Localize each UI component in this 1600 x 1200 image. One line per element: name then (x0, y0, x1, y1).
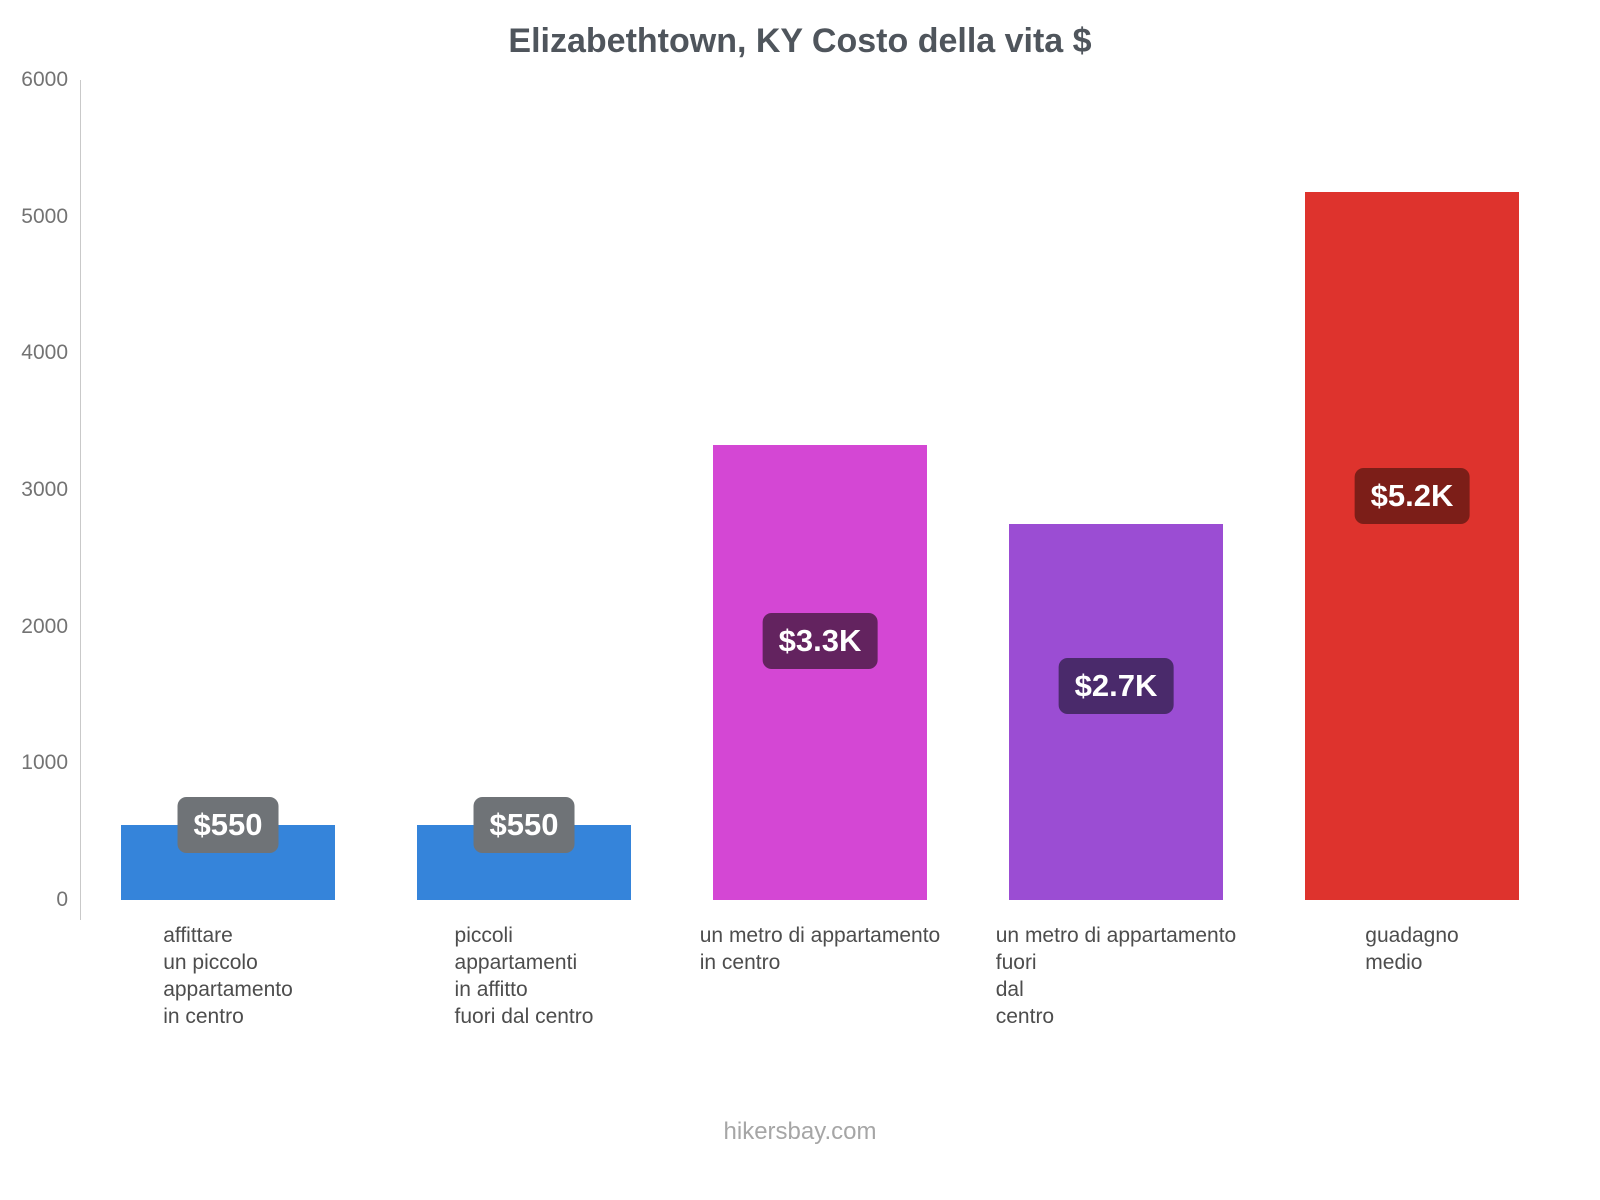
y-tick-label: 2000 (21, 614, 68, 638)
x-category-label: un metro di appartamento in centro (672, 922, 968, 976)
y-tick-label: 1000 (21, 751, 68, 775)
x-category-text: un metro di appartamento in centro (699, 924, 941, 974)
x-category-label: un metro di appartamento fuori dal centro (968, 922, 1264, 1030)
x-category-text: affittare un piccolo appartamento in centro (163, 924, 293, 1028)
x-category-text: un metro di appartamento fuori dal centro (995, 924, 1237, 1028)
y-tick-label: 0 (56, 888, 68, 911)
value-badge: $550 (177, 796, 279, 853)
value-badge: $550 (473, 796, 575, 853)
x-category-text: guadagno medio (1365, 924, 1459, 974)
y-tick-label: 6000 (21, 68, 68, 91)
y-tick-label: 5000 (21, 204, 68, 228)
x-category-label: affittare un piccolo appartamento in centro (80, 922, 376, 1030)
watermark: hikersbay.com (723, 1118, 877, 1145)
y-tick-label: 3000 (21, 478, 68, 501)
x-category-text: piccoli appartamenti in affitto fuori dal c… (454, 924, 594, 1028)
chart-title: Elizabethtown, KY Costo della vita $ (508, 22, 1092, 60)
x-category-label: piccoli appartamenti in affitto fuori dal c… (376, 922, 672, 1030)
value-badge: $3.3K (762, 612, 878, 669)
y-tick-label: 4000 (21, 341, 68, 365)
x-category-label: guadagno medio (1264, 922, 1560, 976)
bar (1305, 192, 1519, 900)
y-axis-line (80, 80, 81, 920)
bar (713, 444, 927, 900)
value-badge: $5.2K (1354, 468, 1470, 525)
value-badge: $2.7K (1058, 657, 1174, 714)
